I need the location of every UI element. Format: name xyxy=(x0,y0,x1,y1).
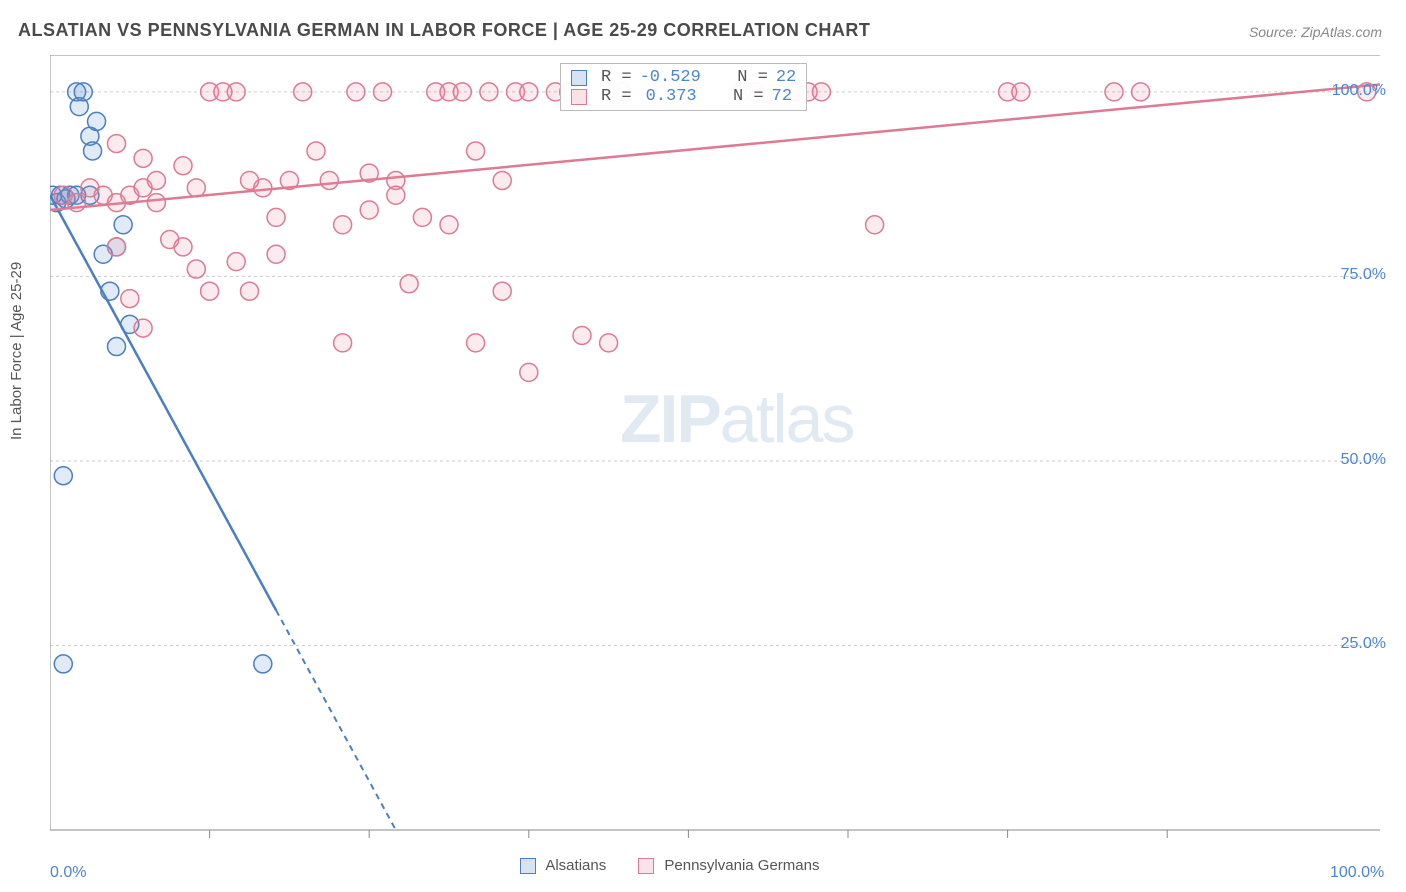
x-tick-label: 0.0% xyxy=(50,864,86,882)
y-axis-label: In Labor Force | Age 25-29 xyxy=(8,262,25,440)
y-tick-label: 50.0% xyxy=(1341,451,1386,469)
swatch-icon xyxy=(571,89,587,105)
correlation-stats-box: R = -0.529 N = 22 R = 0.373 N = 72 xyxy=(560,63,807,111)
swatch-icon xyxy=(638,858,654,874)
y-tick-label: 75.0% xyxy=(1341,266,1386,284)
watermark: ZIPatlas xyxy=(620,380,853,458)
swatch-icon xyxy=(520,858,536,874)
y-tick-label: 100.0% xyxy=(1332,82,1386,100)
bottom-legend: Alsatians Pennsylvania Germans xyxy=(520,857,819,874)
legend-item-penn-germans: Pennsylvania Germans xyxy=(638,857,819,874)
swatch-icon xyxy=(571,70,587,86)
chart-title: ALSATIAN VS PENNSYLVANIA GERMAN IN LABOR… xyxy=(18,20,870,41)
legend-item-alsatians: Alsatians xyxy=(520,857,606,874)
stats-row-penn-germans: R = 0.373 N = 72 xyxy=(571,87,796,106)
correlation-chart: ALSATIAN VS PENNSYLVANIA GERMAN IN LABOR… xyxy=(0,0,1406,892)
x-tick-label: 100.0% xyxy=(1330,864,1384,882)
stats-row-alsatians: R = -0.529 N = 22 xyxy=(571,68,796,87)
y-tick-label: 25.0% xyxy=(1341,635,1386,653)
source-attribution: Source: ZipAtlas.com xyxy=(1249,24,1382,40)
